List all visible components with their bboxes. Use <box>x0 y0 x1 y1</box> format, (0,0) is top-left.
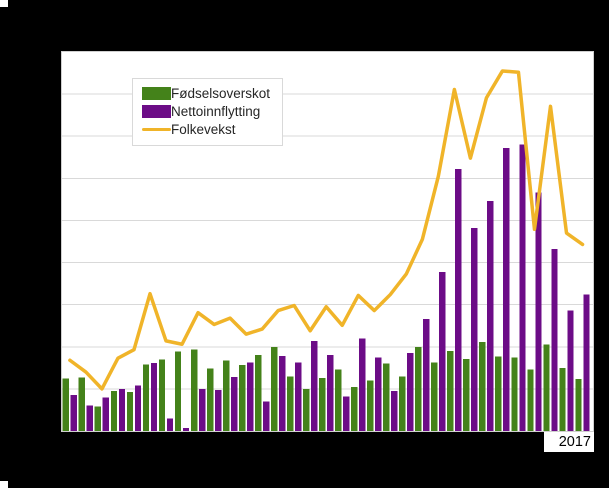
bar-fodselsoverskot-1995 <box>222 360 230 431</box>
bar-fodselsoverskot-2000 <box>303 388 310 431</box>
bar-fodselsoverskot-1985 <box>62 378 70 431</box>
bar-fodselsoverskot-1996 <box>238 364 246 431</box>
bar-nettoinnflytting-2016 <box>567 310 574 431</box>
bar-nettoinnflytting-2002 <box>343 396 350 431</box>
bar-nettoinnflytting-1991 <box>166 418 174 431</box>
bar-fodselsoverskot-1992 <box>174 351 182 431</box>
legend-item-nettoinnflytting: Nettoinnflytting <box>142 103 270 120</box>
bar-fodselsoverskot-1999 <box>286 376 294 431</box>
bar-nettoinnflytting-2006 <box>407 353 414 431</box>
bar-nettoinnflytting-2015 <box>551 249 558 431</box>
bar-nettoinnflytting-2007 <box>423 318 430 431</box>
bar-fodselsoverskot-2001 <box>319 377 326 431</box>
bar-nettoinnflytting-2010 <box>471 228 478 431</box>
bar-fodselsoverskot-2006 <box>399 376 406 431</box>
legend-label: Fødselsoverskot <box>171 86 271 101</box>
bar-nettoinnflytting-1990 <box>150 362 158 431</box>
bar-nettoinnflytting-1986 <box>86 405 94 431</box>
bar-nettoinnflytting-1997 <box>262 401 270 431</box>
bar-fodselsoverskot-2004 <box>367 380 374 431</box>
bar-fodselsoverskot-1986 <box>78 377 86 431</box>
legend-swatch-nettoinnflytting <box>142 105 171 118</box>
bar-nettoinnflytting-1999 <box>294 362 302 431</box>
bar-nettoinnflytting-2013 <box>519 144 526 431</box>
bar-fodselsoverskot-2005 <box>383 363 390 431</box>
bar-fodselsoverskot-1990 <box>142 364 150 431</box>
bar-nettoinnflytting-2001 <box>327 354 334 431</box>
bar-nettoinnflytting-1996 <box>246 362 254 431</box>
bar-fodselsoverskot-2009 <box>447 350 454 431</box>
bar-nettoinnflytting-1993 <box>198 388 206 431</box>
legend-item-fodselsoverskot: Fødselsoverskot <box>142 85 270 102</box>
plot-area <box>61 51 594 432</box>
legend-swatch-fodselsoverskot <box>142 87 171 100</box>
bar-fodselsoverskot-2011 <box>479 342 486 431</box>
bar-nettoinnflytting-1987 <box>102 397 110 431</box>
legend-label: Folkevekst <box>171 122 236 137</box>
bar-nettoinnflytting-2005 <box>391 390 398 431</box>
bar-fodselsoverskot-2007 <box>415 347 422 431</box>
bar-nettoinnflytting-1998 <box>278 356 286 431</box>
bar-nettoinnflytting-2000 <box>311 340 318 431</box>
bar-nettoinnflytting-1994 <box>214 390 222 431</box>
bar-fodselsoverskot-2016 <box>559 367 566 431</box>
bar-nettoinnflytting-1985 <box>70 395 78 431</box>
bar-fodselsoverskot-1991 <box>158 359 166 431</box>
bar-fodselsoverskot-2014 <box>527 369 534 431</box>
bar-nettoinnflytting-2012 <box>503 148 510 431</box>
bar-nettoinnflytting-2009 <box>455 169 462 431</box>
bar-fodselsoverskot-2003 <box>351 386 358 431</box>
bar-nettoinnflytting-2003 <box>359 338 366 431</box>
corner-artifact <box>0 0 8 7</box>
bar-fodselsoverskot-1988 <box>110 390 118 431</box>
bar-fodselsoverskot-1987 <box>94 406 102 431</box>
bar-fodselsoverskot-1998 <box>270 346 278 431</box>
bar-fodselsoverskot-1993 <box>190 349 198 431</box>
legend: Fødselsoverskot Nettoinnflytting Folkeve… <box>132 78 284 146</box>
bar-fodselsoverskot-2012 <box>495 356 502 431</box>
bar-nettoinnflytting-2017 <box>583 294 590 431</box>
legend-item-folkevekst: Folkevekst <box>142 121 270 138</box>
bar-fodselsoverskot-2008 <box>431 362 438 431</box>
bar-nettoinnflytting-1988 <box>118 388 126 431</box>
bar-fodselsoverskot-2015 <box>543 344 550 431</box>
bar-nettoinnflytting-1995 <box>230 377 238 431</box>
bar-nettoinnflytting-2008 <box>439 271 446 431</box>
bar-nettoinnflytting-1992 <box>182 428 190 431</box>
bar-nettoinnflytting-2004 <box>375 357 382 431</box>
bar-fodselsoverskot-2017 <box>575 378 582 431</box>
folkevekst-line <box>68 69 585 391</box>
plot-svg <box>62 69 593 431</box>
bar-nettoinnflytting-1989 <box>134 385 142 431</box>
legend-swatch-folkevekst <box>142 127 171 132</box>
x-axis-tick-2017: 2017 <box>544 432 594 452</box>
bar-fodselsoverskot-1994 <box>206 368 214 431</box>
bar-nettoinnflytting-2014 <box>535 192 542 431</box>
bar-fodselsoverskot-1989 <box>126 391 134 431</box>
corner-artifact <box>0 481 8 488</box>
bar-fodselsoverskot-2002 <box>335 369 342 431</box>
bar-fodselsoverskot-2010 <box>463 358 470 431</box>
legend-label: Nettoinnflytting <box>171 104 261 119</box>
bar-fodselsoverskot-1997 <box>254 354 262 431</box>
bar-fodselsoverskot-2013 <box>511 357 518 431</box>
bar-nettoinnflytting-2011 <box>487 201 494 431</box>
